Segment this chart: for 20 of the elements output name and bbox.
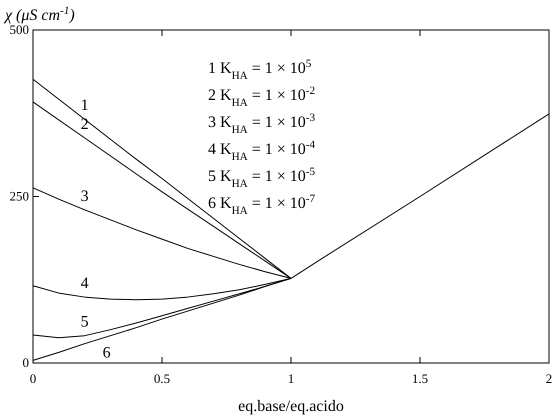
y-tick-label: 0 (22, 355, 29, 370)
x-axis-title: eq.base/eq.acido (238, 398, 344, 415)
x-tick-label: 0.5 (154, 371, 170, 386)
annotation: 1 K$_{HA}$ = 1 × 10$^{5}$ (208, 58, 312, 82)
series-label: 1 (80, 97, 89, 114)
series-label: 4 (80, 275, 89, 292)
series-label: 6 (102, 344, 111, 362)
series-label: 5 (80, 314, 89, 331)
annotation: 4 K$_{HA}$ = 1 × 10$^{-4}$ (208, 139, 316, 163)
y-tick-label: 500 (10, 22, 29, 37)
annotation: 6 K$_{HA}$ = 1 × 10$^{-7}$ (208, 193, 316, 217)
x-tick-label: 1.5 (412, 371, 428, 386)
annotation: 3 K$_{HA}$ = 1 × 10$^{-3}$ (208, 112, 316, 136)
y-tick-label: 250 (10, 188, 29, 204)
y-axis-title: χ (μS cm$^{-1}$) (3, 5, 75, 24)
series-label: 3 (80, 188, 89, 205)
x-tick-label: 1 (288, 371, 294, 386)
annotation: 2 K$_{HA}$ = 1 × 10$^{-2}$ (208, 85, 316, 109)
x-tick-label: 2 (546, 371, 552, 386)
annotation: 5 K$_{HA}$ = 1 × 10$^{-5}$ (208, 166, 316, 190)
